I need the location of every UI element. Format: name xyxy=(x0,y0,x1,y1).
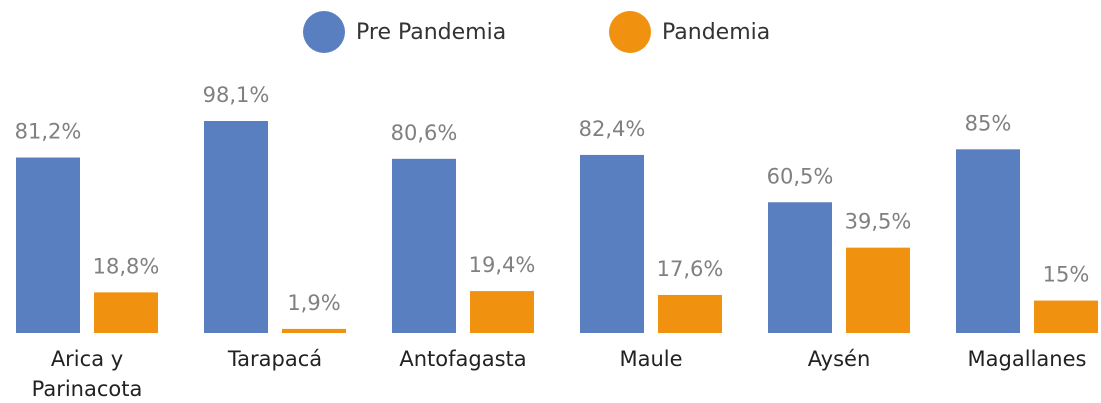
value-label: 19,4% xyxy=(469,253,536,277)
bar xyxy=(580,154,644,333)
bar xyxy=(16,157,80,333)
legend-label: Pandemia xyxy=(662,20,770,45)
x-tick-label: Maule xyxy=(619,347,683,371)
bar xyxy=(658,294,722,333)
value-label: 17,6% xyxy=(657,257,724,281)
bar xyxy=(282,328,346,333)
x-tick-label: Antofagasta xyxy=(399,347,527,371)
value-label: 18,8% xyxy=(93,254,160,278)
bar xyxy=(1034,300,1098,333)
value-label: 1,9% xyxy=(287,291,340,315)
x-tick-label: Magallanes xyxy=(967,347,1087,371)
value-label: 60,5% xyxy=(767,164,834,188)
value-label: 81,2% xyxy=(15,120,82,144)
x-tick-label: Arica y Parinacota xyxy=(31,347,143,401)
value-label: 80,6% xyxy=(391,121,458,145)
bar xyxy=(768,202,832,333)
value-label: 39,5% xyxy=(845,210,912,234)
legend-label: Pre Pandemia xyxy=(356,20,506,45)
bar xyxy=(470,291,534,333)
value-label: 98,1% xyxy=(203,83,270,107)
x-tick-label: Aysén xyxy=(807,347,871,371)
bar xyxy=(204,121,268,333)
bar xyxy=(846,247,910,333)
legend-marker xyxy=(303,11,345,53)
value-label: 15% xyxy=(1043,263,1090,287)
legend-marker xyxy=(609,11,651,53)
value-label: 82,4% xyxy=(579,117,646,141)
bar xyxy=(94,292,158,333)
bar xyxy=(956,149,1020,333)
bar xyxy=(392,158,456,333)
value-label: 85% xyxy=(965,111,1012,135)
x-tick-label: Tarapacá xyxy=(227,347,323,371)
